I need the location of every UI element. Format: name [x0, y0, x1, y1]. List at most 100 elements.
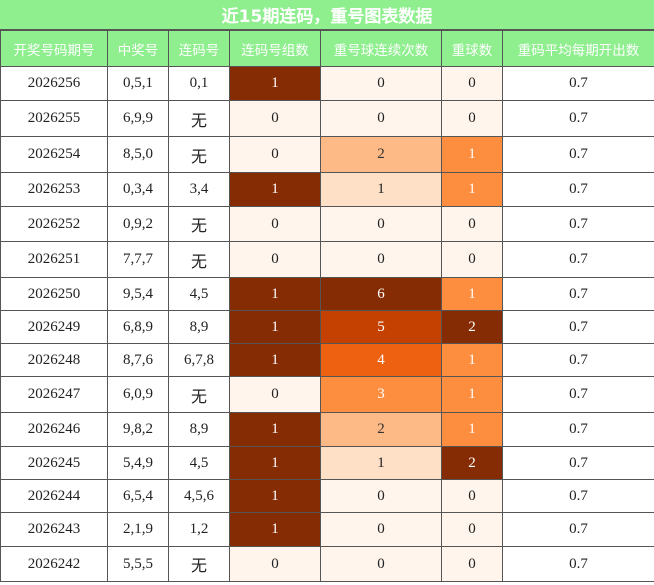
cell-winning-numbers: 8,5,0 — [107, 136, 169, 173]
cell-repeat-run: 6 — [320, 277, 442, 311]
cell-repeat-average: 0.7 — [502, 343, 654, 377]
cell-repeat-run: 0 — [320, 66, 442, 101]
cell-winning-numbers: 9,8,2 — [107, 412, 169, 447]
cell-repeat-average: 0.7 — [502, 479, 654, 513]
cell-repeat-count: 0 — [441, 66, 503, 101]
cell-period: 2026251 — [0, 241, 108, 278]
cell-consecutive-groups: 1 — [229, 277, 321, 311]
cell-repeat-average: 0.7 — [502, 512, 654, 547]
cell-winning-numbers: 6,8,9 — [107, 310, 169, 344]
cell-winning-numbers: 0,9,2 — [107, 206, 169, 242]
table-row: 2026247 6,0,9 无 0 3 1 0.7 — [0, 376, 654, 413]
cell-repeat-average: 0.7 — [502, 172, 654, 207]
cell-consecutive-groups: 1 — [229, 343, 321, 377]
cell-consecutive-groups: 0 — [229, 100, 321, 137]
cell-period: 2026243 — [0, 512, 108, 547]
cell-repeat-run: 4 — [320, 343, 442, 377]
cell-period: 2026245 — [0, 446, 108, 480]
cell-consecutive: 4,5 — [168, 277, 230, 311]
cell-repeat-count: 0 — [441, 206, 503, 242]
cell-period: 2026247 — [0, 376, 108, 413]
header-consecutive-groups: 连码号组数 — [229, 30, 321, 67]
table-row: 2026254 8,5,0 无 0 2 1 0.7 — [0, 136, 654, 173]
cell-winning-numbers: 5,5,5 — [107, 546, 169, 582]
table-title: 近15期连码，重号图表数据 — [0, 0, 654, 30]
header-consecutive: 连码号 — [168, 30, 230, 67]
cell-repeat-count: 0 — [441, 479, 503, 513]
cell-period: 2026249 — [0, 310, 108, 344]
cell-consecutive-groups: 0 — [229, 206, 321, 242]
cell-repeat-run: 0 — [320, 241, 442, 278]
cell-repeat-run: 2 — [320, 412, 442, 447]
cell-period: 2026246 — [0, 412, 108, 447]
cell-winning-numbers: 0,5,1 — [107, 66, 169, 101]
cell-winning-numbers: 5,4,9 — [107, 446, 169, 480]
cell-repeat-average: 0.7 — [502, 277, 654, 311]
cell-consecutive: 4,5,6 — [168, 479, 230, 513]
cell-consecutive: 0,1 — [168, 66, 230, 101]
cell-repeat-run: 3 — [320, 376, 442, 413]
cell-winning-numbers: 6,0,9 — [107, 376, 169, 413]
cell-repeat-run: 0 — [320, 100, 442, 137]
table-row: 2026245 5,4,9 4,5 1 1 2 0.7 — [0, 446, 654, 480]
cell-consecutive: 无 — [168, 136, 230, 173]
cell-consecutive-groups: 1 — [229, 412, 321, 447]
cell-repeat-average: 0.7 — [502, 412, 654, 447]
cell-repeat-count: 1 — [441, 172, 503, 207]
cell-repeat-run: 5 — [320, 310, 442, 344]
table-row: 2026248 8,7,6 6,7,8 1 4 1 0.7 — [0, 343, 654, 377]
cell-repeat-average: 0.7 — [502, 241, 654, 278]
cell-winning-numbers: 0,3,4 — [107, 172, 169, 207]
cell-repeat-count: 1 — [441, 343, 503, 377]
cell-period: 2026253 — [0, 172, 108, 207]
header-row: 开奖号码期号 中奖号 连码号 连码号组数 重号球连续次数 重球数 重码平均每期开… — [0, 30, 654, 67]
cell-repeat-run: 0 — [320, 479, 442, 513]
cell-winning-numbers: 2,1,9 — [107, 512, 169, 547]
cell-consecutive-groups: 1 — [229, 66, 321, 101]
cell-consecutive-groups: 0 — [229, 241, 321, 278]
table-row: 2026252 0,9,2 无 0 0 0 0.7 — [0, 206, 654, 242]
header-period: 开奖号码期号 — [0, 30, 108, 67]
table-row: 2026250 9,5,4 4,5 1 6 1 0.7 — [0, 277, 654, 311]
table-row: 2026249 6,8,9 8,9 1 5 2 0.7 — [0, 310, 654, 344]
cell-period: 2026254 — [0, 136, 108, 173]
cell-consecutive: 8,9 — [168, 412, 230, 447]
header-repeat-count: 重球数 — [441, 30, 503, 67]
cell-repeat-count: 1 — [441, 412, 503, 447]
cell-consecutive: 无 — [168, 241, 230, 278]
cell-repeat-count: 1 — [441, 376, 503, 413]
cell-consecutive-groups: 0 — [229, 546, 321, 582]
cell-repeat-count: 2 — [441, 446, 503, 480]
cell-winning-numbers: 7,7,7 — [107, 241, 169, 278]
header-repeat-run: 重号球连续次数 — [320, 30, 442, 67]
cell-repeat-run: 0 — [320, 206, 442, 242]
table-row: 2026253 0,3,4 3,4 1 1 1 0.7 — [0, 172, 654, 207]
table-row: 2026242 5,5,5 无 0 0 0 0.7 — [0, 546, 654, 582]
cell-repeat-run: 1 — [320, 446, 442, 480]
cell-repeat-average: 0.7 — [502, 66, 654, 101]
cell-repeat-run: 2 — [320, 136, 442, 173]
cell-repeat-average: 0.7 — [502, 310, 654, 344]
table-row: 2026244 6,5,4 4,5,6 1 0 0 0.7 — [0, 479, 654, 513]
cell-winning-numbers: 9,5,4 — [107, 277, 169, 311]
cell-winning-numbers: 8,7,6 — [107, 343, 169, 377]
cell-consecutive: 4,5 — [168, 446, 230, 480]
cell-consecutive: 8,9 — [168, 310, 230, 344]
cell-period: 2026256 — [0, 66, 108, 101]
cell-repeat-run: 0 — [320, 512, 442, 547]
cell-winning-numbers: 6,9,9 — [107, 100, 169, 137]
cell-period: 2026252 — [0, 206, 108, 242]
table-row: 2026256 0,5,1 0,1 1 0 0 0.7 — [0, 66, 654, 101]
cell-period: 2026242 — [0, 546, 108, 582]
cell-winning-numbers: 6,5,4 — [107, 479, 169, 513]
header-repeat-average: 重码平均每期开出数 — [502, 30, 654, 67]
cell-repeat-run: 1 — [320, 172, 442, 207]
cell-period: 2026250 — [0, 277, 108, 311]
cell-consecutive-groups: 1 — [229, 310, 321, 344]
cell-repeat-average: 0.7 — [502, 206, 654, 242]
cell-period: 2026255 — [0, 100, 108, 137]
cell-consecutive-groups: 0 — [229, 136, 321, 173]
cell-repeat-count: 1 — [441, 277, 503, 311]
cell-consecutive: 无 — [168, 376, 230, 413]
cell-consecutive-groups: 1 — [229, 172, 321, 207]
